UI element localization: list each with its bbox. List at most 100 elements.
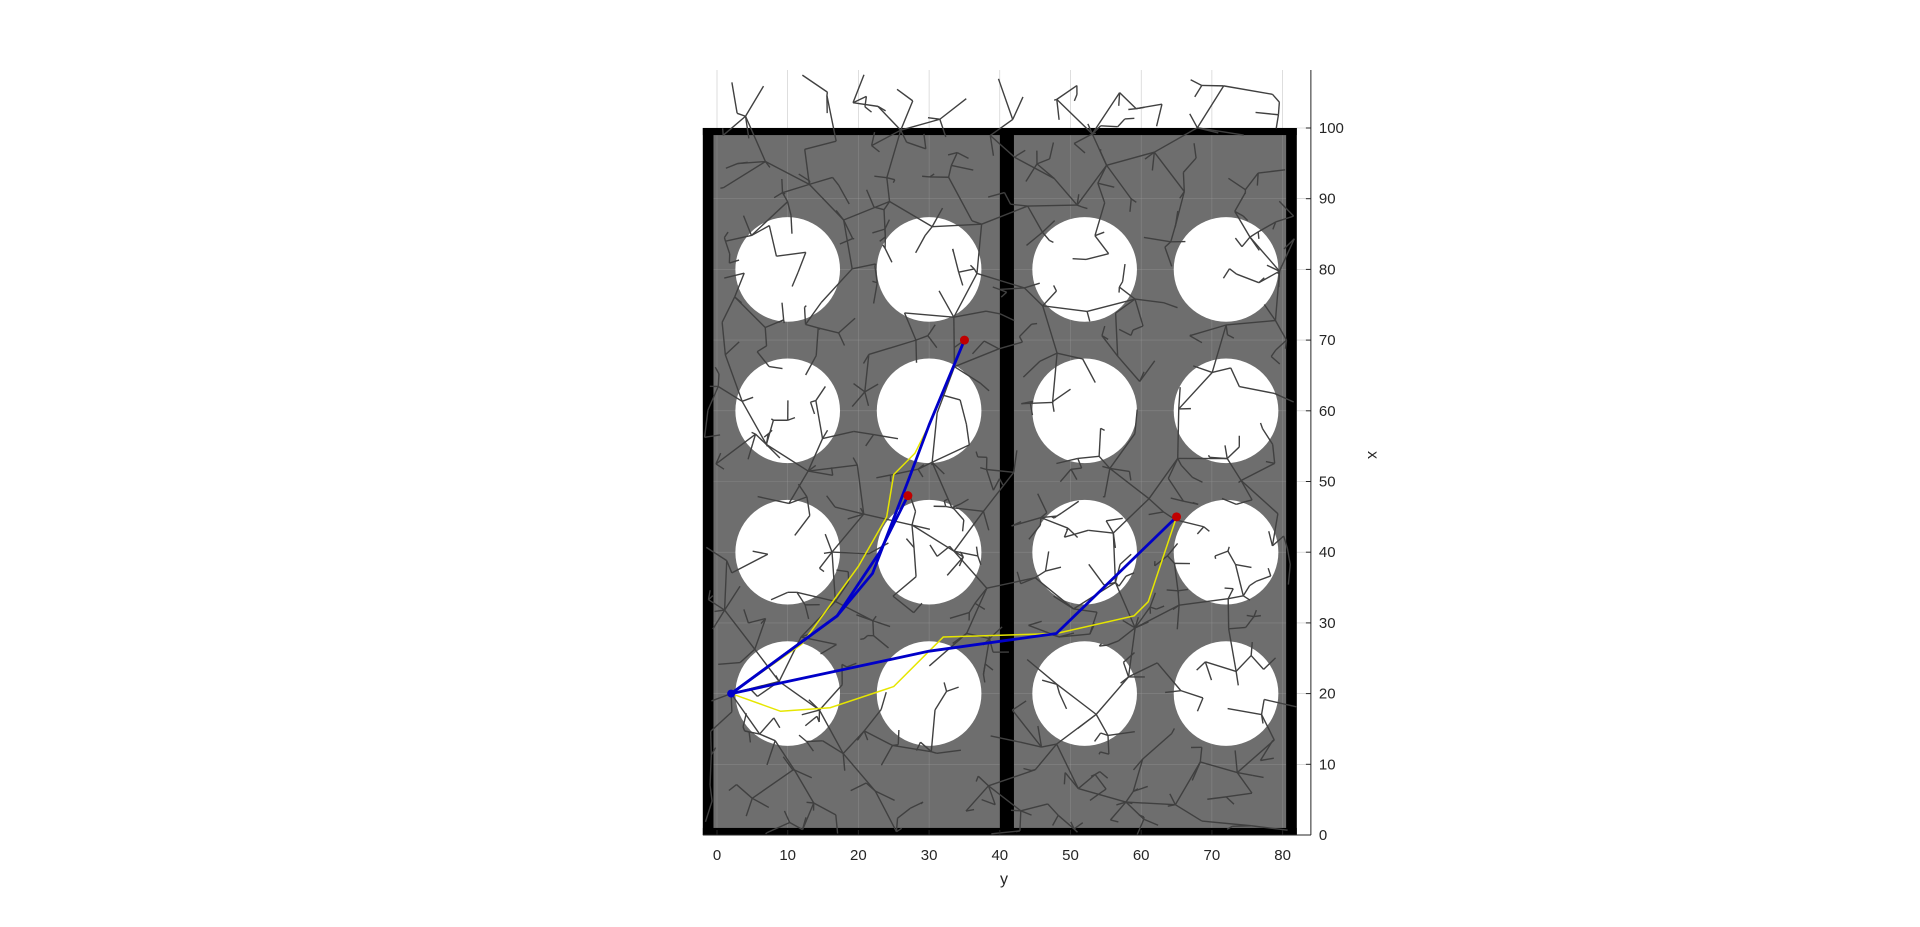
tree-edge <box>951 164 974 171</box>
goal-marker <box>903 491 913 501</box>
tree-edge <box>1031 322 1038 325</box>
tree-edge <box>1177 408 1180 459</box>
tree-edge <box>1053 177 1078 206</box>
tree-edge <box>892 576 917 597</box>
tree-edge <box>807 438 824 472</box>
tree-edge <box>1170 224 1177 243</box>
tree-edge <box>1228 177 1246 191</box>
tree-edge <box>947 151 958 156</box>
tree-edge <box>876 474 891 479</box>
tree-edge <box>1044 551 1050 572</box>
tree-edge <box>980 467 987 471</box>
tree-edge <box>744 115 767 162</box>
y-tick-label: 30 <box>1319 615 1336 632</box>
tree-edge <box>796 591 836 603</box>
tree-edge <box>965 785 990 812</box>
tree-edge <box>1253 614 1261 618</box>
tree-edge <box>756 351 770 368</box>
tree-edge <box>911 524 915 548</box>
tree-edge <box>721 296 736 323</box>
tree-edge <box>1260 714 1275 741</box>
tree-edge <box>1116 801 1127 806</box>
tree-edge <box>1234 192 1246 212</box>
tree-edge <box>982 663 986 675</box>
tree-edge <box>781 192 789 203</box>
tree-edge <box>1051 353 1058 403</box>
tree-edge <box>872 620 891 628</box>
x-tick-label: 20 <box>850 847 867 864</box>
tree-edge <box>1222 268 1231 279</box>
tree-edge <box>1101 325 1106 336</box>
tree-edge <box>1118 92 1121 106</box>
obstacle <box>1173 358 1279 464</box>
tree-edge <box>1072 258 1087 261</box>
tree-edge <box>815 386 826 401</box>
tree-edge <box>1274 392 1294 403</box>
tree-edge <box>931 412 938 463</box>
tree-edge <box>786 201 792 216</box>
tree-edge <box>791 271 799 287</box>
tree-edge <box>1106 151 1155 166</box>
tree-edge <box>864 354 870 392</box>
obstacles <box>735 217 1279 746</box>
path-blue <box>730 515 1178 695</box>
tree-edge <box>818 684 843 711</box>
tree-edge <box>838 332 846 346</box>
tree-edge <box>1132 788 1139 792</box>
tree-edge <box>1259 740 1274 761</box>
tree-edge <box>1287 564 1291 585</box>
obstacle <box>1173 217 1279 322</box>
tree-edge <box>817 327 821 331</box>
tree-edge <box>1245 499 1253 503</box>
x-tick-label: 10 <box>779 847 796 864</box>
obstacle <box>735 499 841 605</box>
tree-edge <box>1020 577 1036 585</box>
tree-edge <box>1094 774 1107 790</box>
tree-edge <box>882 244 886 249</box>
tree-edge <box>1154 555 1168 567</box>
tree-edge <box>1114 582 1136 629</box>
tree-edge <box>892 179 896 183</box>
tree-edge <box>949 611 970 619</box>
tree-edge <box>841 663 848 668</box>
tree-edge <box>883 201 891 211</box>
tree-edge <box>875 790 895 801</box>
tree-edge <box>1053 98 1058 101</box>
tree-edge <box>766 740 776 766</box>
tree-edge <box>977 555 982 566</box>
tree-edge <box>842 219 853 269</box>
tree-edge <box>1015 830 1021 833</box>
tree-edge <box>808 183 845 221</box>
tree-edge <box>1059 468 1072 483</box>
tree-edge <box>707 386 719 411</box>
tree-edge <box>1275 114 1280 129</box>
tree-edge <box>1236 772 1253 794</box>
tree-edge <box>710 711 733 732</box>
tree-edge <box>823 551 833 555</box>
tree-edge <box>819 567 825 573</box>
tree-edge <box>1178 371 1213 410</box>
tree-edge <box>975 775 979 782</box>
tree-edge <box>1230 367 1240 387</box>
tree-edge <box>1106 517 1123 522</box>
x-tick-label: 40 <box>991 847 1008 864</box>
tree-edge <box>1078 787 1127 803</box>
tree-edge <box>1058 693 1068 710</box>
tree-edge <box>953 550 988 589</box>
tree-edge <box>1109 467 1150 500</box>
tree-edge <box>1258 270 1280 284</box>
tree-edge <box>1000 291 1008 298</box>
tree-edge <box>1100 732 1109 737</box>
tree-edge <box>809 401 816 415</box>
tree-edge <box>788 470 809 504</box>
tree-edge <box>801 817 807 830</box>
tree-edge <box>1260 699 1265 715</box>
path-blue <box>730 339 966 695</box>
tree-edge <box>975 546 979 557</box>
tree-edge <box>965 424 971 446</box>
tree-edge <box>953 550 978 557</box>
tree-edge <box>1227 550 1237 565</box>
tree-edge <box>951 503 961 509</box>
tree-edge <box>1011 700 1027 711</box>
tree-edge <box>1167 804 1176 807</box>
